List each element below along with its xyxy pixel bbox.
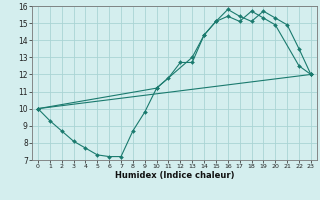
- X-axis label: Humidex (Indice chaleur): Humidex (Indice chaleur): [115, 171, 234, 180]
